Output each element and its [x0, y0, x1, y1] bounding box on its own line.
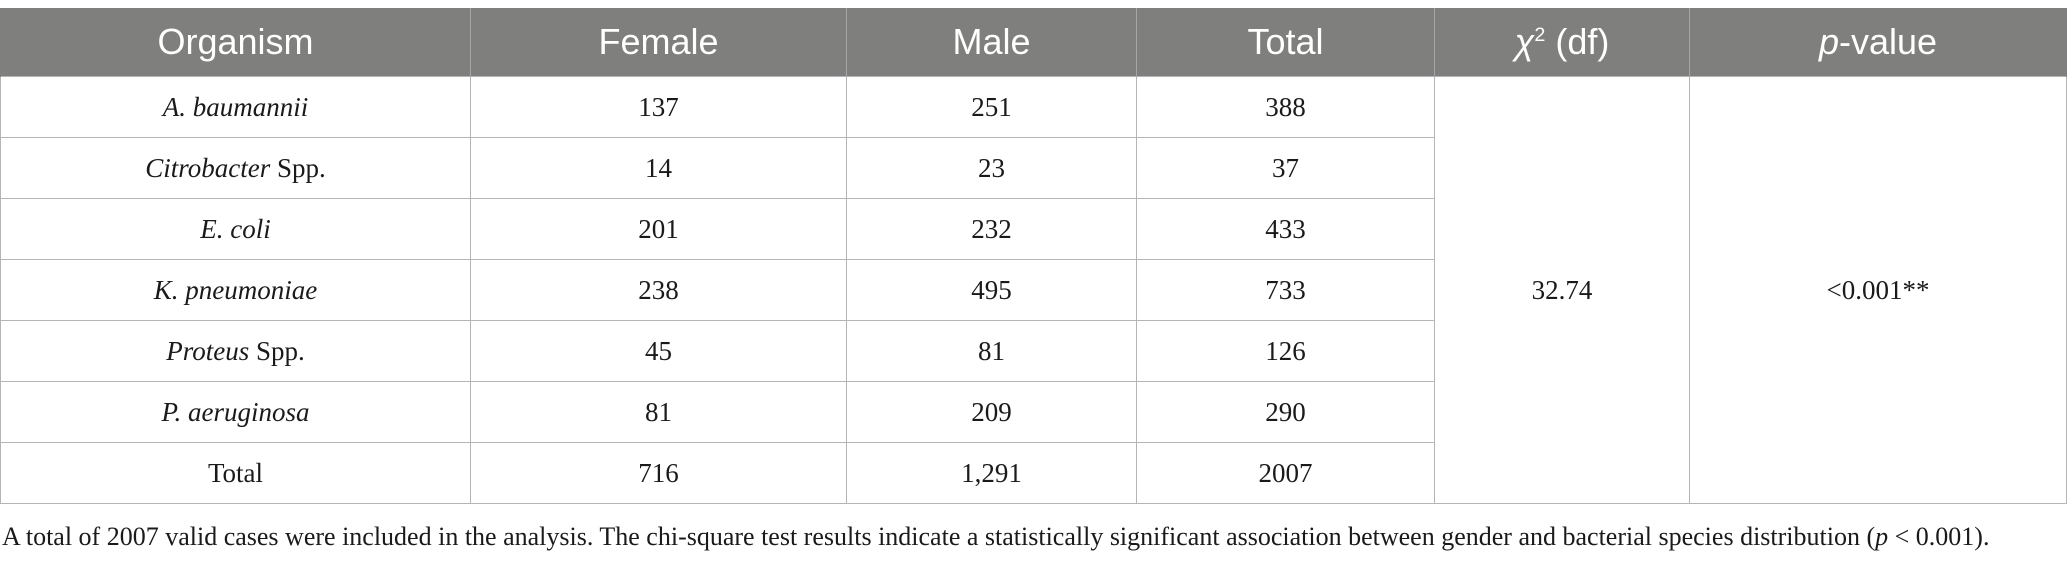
footnote-text-end: < 0.001). [1888, 522, 1990, 551]
organism-suffix: Spp. [249, 335, 305, 366]
total-male: 1,291 [846, 442, 1137, 504]
total-count: 388 [1136, 76, 1435, 138]
header-female: Female [470, 8, 847, 77]
chi-symbol: χ [1514, 21, 1535, 62]
organism-name: E. coli [200, 213, 271, 244]
total-female: 716 [470, 442, 847, 504]
organism-name: P. aeruginosa [161, 396, 310, 427]
female-count: 14 [470, 137, 847, 199]
p-symbol: p [1818, 21, 1839, 62]
chi-superscript: 2 [1534, 24, 1546, 46]
organism-name: Citrobacter [145, 152, 271, 183]
header-total: Total [1136, 8, 1435, 77]
female-count: 238 [470, 259, 847, 321]
table-row: Proteus Spp. 45 81 126 [0, 320, 2067, 382]
organism-cell: E. coli [0, 198, 471, 260]
total-count: 290 [1136, 381, 1435, 443]
table-row: K. pneumoniae 238 495 733 [0, 259, 2067, 321]
male-count: 81 [846, 320, 1137, 382]
total-count: 433 [1136, 198, 1435, 260]
table-row: P. aeruginosa 81 209 290 [0, 381, 2067, 443]
female-count: 137 [470, 76, 847, 138]
male-count: 232 [846, 198, 1137, 260]
total-count: 126 [1136, 320, 1435, 382]
total-row-label: Total [0, 442, 471, 504]
header-organism: Organism [0, 8, 471, 77]
organism-name: K. pneumoniae [153, 274, 318, 305]
footnote-text: A total of 2007 valid cases were include… [2, 522, 1876, 551]
footnote-p-symbol: p [1875, 522, 1889, 551]
p-value: <0.001** [1689, 76, 2067, 504]
total-row: Total 716 1,291 2007 [0, 442, 2067, 504]
table-footnote: A total of 2007 valid cases were include… [2, 522, 1989, 552]
p-value-label: -value [1838, 21, 1938, 62]
total-count: 37 [1136, 137, 1435, 199]
total-count: 733 [1136, 259, 1435, 321]
header-chi-square: χ2 (df) [1434, 8, 1690, 77]
female-count: 81 [470, 381, 847, 443]
organism-cell: Proteus Spp. [0, 320, 471, 382]
male-count: 251 [846, 76, 1137, 138]
header-p-value: p-value [1689, 8, 2067, 77]
organism-cell: P. aeruginosa [0, 381, 471, 443]
organism-cell: A. baumannii [0, 76, 471, 138]
table-row: E. coli 201 232 433 [0, 198, 2067, 260]
male-count: 495 [846, 259, 1137, 321]
grand-total: 2007 [1136, 442, 1435, 504]
organism-name: A. baumannii [162, 91, 309, 122]
organism-name: Proteus [166, 335, 250, 366]
chi-df-label: (df) [1545, 21, 1610, 62]
chi-square-value: 32.74 [1434, 76, 1690, 504]
female-count: 45 [470, 320, 847, 382]
table-row: A. baumannii 137 251 388 32.74 <0.001** [0, 76, 2067, 504]
male-count: 209 [846, 381, 1137, 443]
header-row: Organism Female Male Total χ2 (df) p-val… [0, 8, 2067, 77]
organism-suffix: Spp. [270, 152, 326, 183]
results-table: Organism Female Male Total χ2 (df) p-val… [0, 8, 2067, 504]
header-male: Male [846, 8, 1137, 77]
organism-cell: K. pneumoniae [0, 259, 471, 321]
organism-cell: Citrobacter Spp. [0, 137, 471, 199]
male-count: 23 [846, 137, 1137, 199]
female-count: 201 [470, 198, 847, 260]
